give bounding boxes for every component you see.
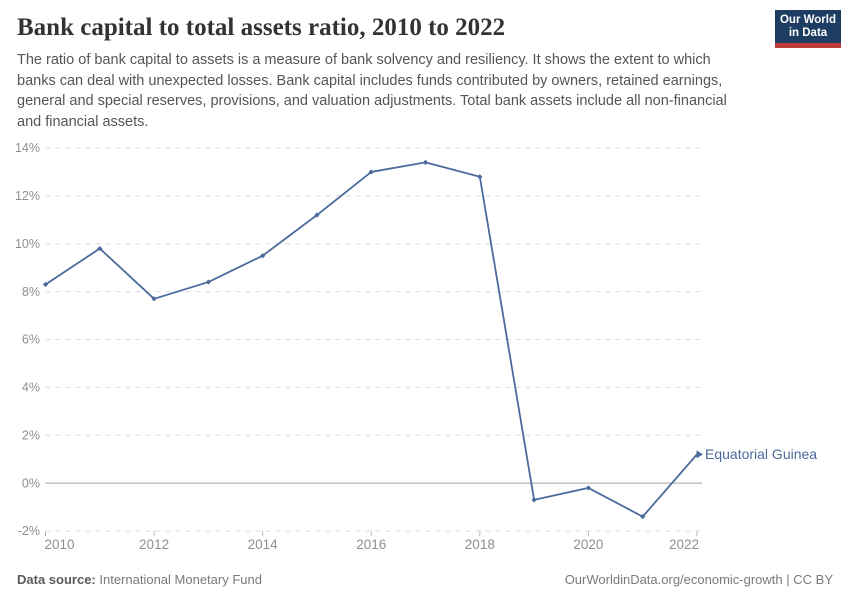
chart-subtitle: The ratio of bank capital to assets is a… — [17, 52, 727, 130]
y-tick-label: 12% — [15, 189, 40, 203]
data-point — [97, 245, 103, 252]
license-text: | CC BY — [782, 572, 833, 587]
x-tick-label: 2014 — [248, 537, 279, 552]
data-source-value: International Monetary Fund — [99, 572, 262, 587]
data-point — [368, 169, 374, 175]
y-tick-label: 10% — [15, 237, 40, 251]
x-tick-label: 2022 — [669, 537, 699, 552]
line-chart[interactable]: -2% 0% 2% 4% 6% 8% 10% 12% 14% 2010 2012 2014 2016 20… — [0, 135, 850, 565]
x-tick-label: 2018 — [465, 537, 495, 552]
data-point — [422, 159, 429, 165]
data-source: Data source: International Monetary Fund — [17, 572, 262, 587]
y-tick-label: 4% — [22, 381, 40, 395]
data-point — [314, 212, 320, 218]
line-end-arrow — [696, 450, 703, 459]
y-tick-label: 6% — [22, 333, 40, 347]
data-point — [477, 174, 483, 180]
x-tick-label: 2012 — [139, 537, 169, 552]
y-tick-label: 2% — [22, 428, 40, 442]
data-point — [260, 253, 266, 259]
data-point — [640, 514, 646, 520]
y-tick-label: 14% — [15, 141, 40, 155]
owid-logo-line2: in Data — [788, 26, 828, 39]
x-tick-label: 2010 — [45, 537, 75, 552]
owid-logo: Our World in Data — [775, 10, 841, 48]
footer-right: OurWorldinData.org/economic-growth | CC … — [565, 572, 833, 587]
data-point — [585, 485, 592, 491]
x-tick-label: 2020 — [573, 537, 603, 552]
data-point — [205, 279, 211, 285]
y-tick-label: 0% — [22, 476, 40, 490]
owid-logo-line1: Our World — [779, 13, 836, 26]
page-title: Bank capital to total assets ratio, 2010… — [17, 14, 506, 41]
y-tick-label: -2% — [18, 524, 40, 538]
data-point — [531, 497, 537, 503]
owid-url-link[interactable]: OurWorldinData.org/economic-growth — [564, 572, 783, 587]
x-tick-label: 2016 — [356, 537, 386, 552]
series-label: Equatorial Guinea — [705, 446, 817, 462]
chart-footer: Data source: International Monetary Fund… — [17, 572, 833, 587]
data-source-label: Data source: — [17, 572, 96, 587]
y-tick-label: 8% — [22, 285, 40, 299]
